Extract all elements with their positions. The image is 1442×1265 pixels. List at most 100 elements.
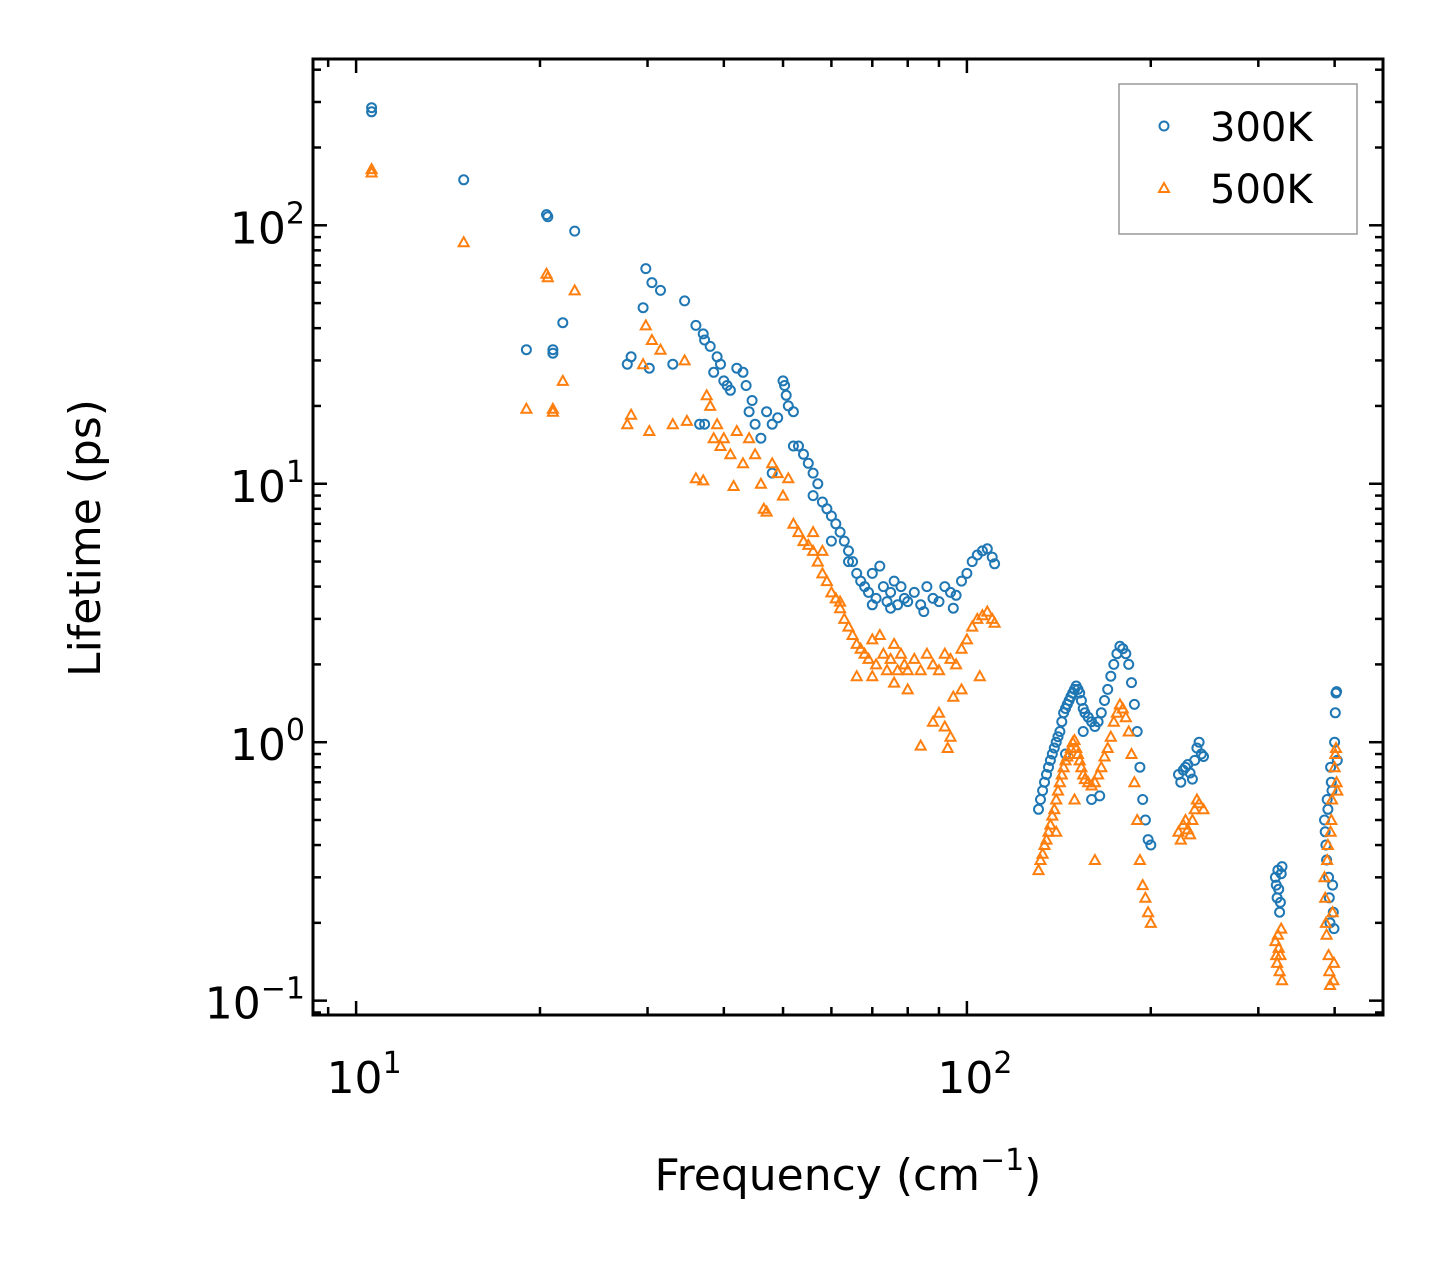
data-point-500k — [1328, 746, 1342, 759]
y-tick-base: 10 — [230, 720, 286, 771]
data-point-500k — [960, 632, 974, 645]
data-point-300k — [557, 317, 569, 329]
legend-marker-300k — [1158, 120, 1170, 132]
data-point-300k — [746, 395, 758, 406]
data-point-500k — [901, 682, 915, 695]
data-point-300k — [1189, 754, 1201, 766]
data-point-300k — [1131, 726, 1143, 737]
data-point-500k — [1035, 846, 1050, 859]
data-point-300k — [772, 412, 784, 424]
data-point-500k — [1124, 746, 1139, 759]
data-point-500k — [1041, 824, 1056, 837]
data-point-500k — [1107, 714, 1121, 727]
data-point-300k — [737, 366, 749, 378]
y-tick-base: 10 — [230, 462, 286, 513]
data-point-500k — [907, 651, 921, 664]
data-point-500k — [887, 636, 901, 649]
data-point-500k — [771, 466, 785, 479]
data-point-500k — [1321, 948, 1336, 961]
data-point-500k — [1318, 890, 1332, 903]
data-point-300k — [715, 358, 726, 370]
data-point-500k — [791, 525, 806, 538]
data-point-500k — [926, 657, 940, 670]
data-point-300k — [1184, 767, 1196, 779]
data-point-500k — [850, 636, 864, 649]
data-point-500k — [689, 471, 703, 484]
data-point-300k — [366, 102, 378, 114]
data-point-500k — [887, 675, 901, 688]
data-point-500k — [620, 417, 634, 430]
data-point-500k — [713, 438, 728, 451]
data-point-300k — [458, 174, 470, 186]
data-point-500k — [897, 657, 912, 670]
legend-marker-500k — [1157, 180, 1171, 193]
data-point-500k — [880, 663, 894, 676]
data-point-300k — [1043, 761, 1054, 773]
y-axis-title: Lifetime (ps) — [60, 399, 111, 677]
data-point-500k — [1327, 760, 1342, 773]
data-point-300k — [646, 277, 658, 289]
data-point-500k — [1136, 878, 1150, 891]
data-points — [364, 102, 1344, 990]
data-point-500k — [1196, 802, 1211, 815]
data-point-300k — [780, 389, 792, 401]
data-point-500k — [1329, 740, 1343, 753]
data-point-500k — [1094, 760, 1108, 773]
data-point-500k — [865, 669, 879, 682]
data-point-500k — [666, 417, 680, 430]
data-point-300k — [1275, 868, 1287, 880]
data-point-300k — [793, 440, 804, 452]
data-point-500k — [1119, 710, 1133, 723]
data-point-500k — [854, 641, 868, 654]
data-point-500k — [1324, 812, 1338, 825]
data-point-300k — [863, 586, 874, 598]
data-point-300k — [807, 490, 819, 502]
x-tick-label: 102 — [937, 1046, 1012, 1104]
data-point-500k — [824, 585, 839, 598]
data-point-300k — [766, 418, 778, 430]
data-point-500k — [645, 332, 659, 345]
data-point-300k — [927, 592, 939, 604]
plot-frame — [311, 57, 1385, 1017]
data-point-300k — [690, 319, 702, 331]
data-point-500k — [710, 417, 724, 430]
data-point-300k — [986, 551, 998, 563]
data-point-500k — [1325, 792, 1339, 805]
data-point-300k — [787, 440, 799, 452]
data-point-300k — [807, 467, 819, 479]
x-tick-exp: 2 — [993, 1046, 1012, 1081]
data-point-500k — [1320, 852, 1334, 865]
data-point-500k — [1183, 827, 1197, 840]
data-point-500k — [765, 456, 779, 469]
data-point-500k — [837, 611, 851, 624]
data-point-300k — [1050, 736, 1062, 748]
data-point-500k — [850, 669, 864, 682]
data-point-300k — [655, 284, 666, 296]
data-point-500k — [833, 594, 847, 607]
data-point-300k — [1274, 896, 1286, 908]
data-point-500k — [1116, 701, 1130, 714]
x-tick-label: 101 — [327, 1046, 402, 1104]
data-point-300k — [547, 344, 559, 356]
data-point-500k — [1084, 778, 1099, 791]
data-point-300k — [843, 556, 854, 568]
data-point-300k — [1328, 923, 1340, 935]
data-point-300k — [798, 448, 809, 460]
y-tick-label: 100 — [230, 713, 305, 771]
data-point-300k — [1120, 648, 1132, 660]
data-point-500k — [1033, 852, 1048, 865]
data-point-300k — [724, 384, 736, 396]
data-point-500k — [901, 663, 915, 676]
data-point-500k — [946, 689, 960, 702]
data-point-500k — [1322, 964, 1336, 977]
data-point-500k — [1056, 760, 1071, 773]
data-point-300k — [918, 606, 930, 618]
data-point-500k — [815, 543, 830, 556]
data-point-300k — [950, 589, 962, 601]
data-point-500k — [1174, 832, 1188, 845]
data-point-500k — [1141, 905, 1155, 918]
data-point-500k — [932, 705, 946, 718]
data-point-500k — [943, 729, 958, 742]
data-point-500k — [1039, 832, 1054, 845]
legend: 300K 500K — [1118, 83, 1358, 235]
